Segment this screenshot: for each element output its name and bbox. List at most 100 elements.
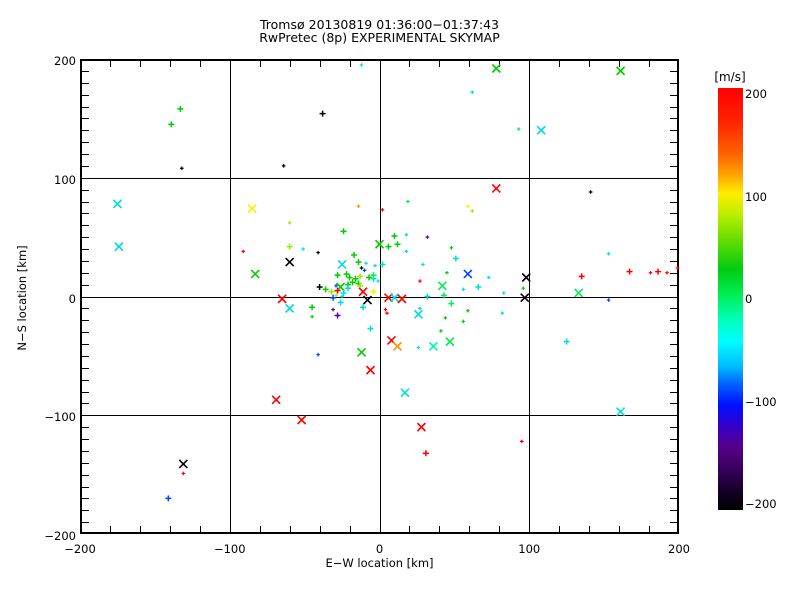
scatter-point: [316, 284, 323, 290]
scatter-point: [516, 127, 521, 131]
scatter-point: [389, 293, 400, 303]
scatter-point: [501, 291, 506, 295]
scatter-point: [287, 221, 292, 225]
scatter-point: [373, 263, 377, 268]
scatter-point: [588, 190, 593, 194]
scatter-point: [250, 269, 260, 279]
scatter-point: [443, 316, 448, 320]
plot-frame: [80, 59, 679, 534]
scatter-point: [334, 272, 341, 279]
scatter-point: [521, 272, 531, 283]
scatter-point: [425, 235, 430, 239]
scatter-point: [376, 279, 380, 283]
scatter-point: [675, 266, 680, 270]
scatter-point: [328, 288, 335, 295]
x-tick-label: −100: [213, 542, 246, 556]
scatter-point: [416, 422, 426, 432]
colorbar-tick-label: 200: [745, 87, 767, 101]
scatter-point: [404, 232, 409, 237]
scatter-point: [340, 294, 344, 299]
x-tick-label: 0: [375, 542, 384, 556]
scatter-point: [424, 293, 431, 300]
scatter-point: [466, 308, 470, 313]
scatter-point: [356, 347, 367, 357]
scatter-point: [383, 307, 388, 312]
scatter-point: [310, 314, 314, 319]
scatter-point: [364, 261, 368, 266]
scatter-point: [470, 209, 475, 213]
scatter-point: [461, 319, 466, 324]
scatter-point: [470, 90, 475, 95]
scatter-point: [346, 274, 353, 281]
scatter-point: [334, 287, 341, 294]
scatter-point: [574, 288, 584, 298]
scatter-point: [112, 199, 123, 209]
scatter-point: [370, 288, 377, 295]
scatter-point: [606, 298, 611, 302]
scatter-point: [461, 287, 466, 292]
x-tick-label: 100: [518, 542, 541, 556]
scatter-point: [337, 259, 347, 270]
y-tick-label: 100: [54, 172, 76, 187]
scatter-point: [351, 251, 358, 258]
scatter-point: [500, 311, 505, 315]
scatter-point: [392, 341, 403, 351]
scatter-point: [439, 329, 443, 333]
scatter-point: [334, 284, 338, 288]
scatter-point: [616, 66, 626, 76]
scatter-point: [563, 338, 570, 345]
scatter-point: [374, 239, 385, 249]
scatter-point: [334, 312, 341, 319]
scatter-point: [448, 300, 455, 307]
scatter-point: [168, 121, 175, 128]
scatter-point: [626, 268, 633, 275]
scatter-point: [340, 289, 347, 296]
scatter-point: [286, 243, 293, 250]
scatter-point: [422, 450, 429, 457]
scatter-point: [359, 63, 364, 67]
scatter-point: [301, 247, 305, 251]
scatter-point: [445, 270, 449, 275]
scatter-point: [362, 268, 367, 273]
scatter-point: [665, 270, 669, 275]
scatter-point: [355, 259, 362, 266]
scatter-point: [285, 303, 295, 313]
scatter-point: [440, 292, 447, 299]
scatter-point: [352, 275, 359, 282]
scatter-point: [367, 325, 374, 332]
scatter-point: [177, 105, 184, 112]
colorbar-tick-label: −200: [745, 497, 777, 511]
y-tick-label: −100: [44, 410, 76, 425]
scatter-point: [397, 294, 407, 304]
scatter-point: [418, 279, 422, 283]
scatter-point: [648, 270, 653, 275]
scatter-point: [362, 295, 373, 305]
scatter-point: [247, 204, 257, 214]
colorbar: [718, 88, 743, 510]
scatter-point: [475, 284, 482, 290]
scatter-point: [391, 232, 398, 239]
scatter-point: [463, 269, 473, 279]
scatter-point: [356, 204, 361, 209]
scatter-point: [360, 304, 367, 311]
scatter-point: [319, 110, 326, 117]
scatter-point: [309, 304, 316, 311]
scatter-point: [349, 279, 356, 286]
colorbar-tick-label: 100: [745, 189, 767, 204]
scatter-point: [181, 471, 186, 476]
plot-title: Tromsø 20130819 01:36:00−01:37:43: [260, 17, 499, 32]
scatter-point: [578, 273, 585, 280]
scatter-point: [655, 268, 662, 275]
scatter-point: [418, 306, 422, 311]
scatter-point: [114, 242, 124, 252]
scatter-point: [379, 261, 386, 268]
scatter-point: [297, 415, 307, 425]
scatter-point: [316, 250, 320, 255]
scatter-point: [178, 459, 188, 469]
scatter-point: [413, 309, 424, 319]
colorbar-tick-label: −100: [745, 394, 777, 409]
scatter-point: [416, 345, 421, 350]
scatter-point: [334, 293, 338, 298]
scatter-point: [285, 257, 295, 267]
